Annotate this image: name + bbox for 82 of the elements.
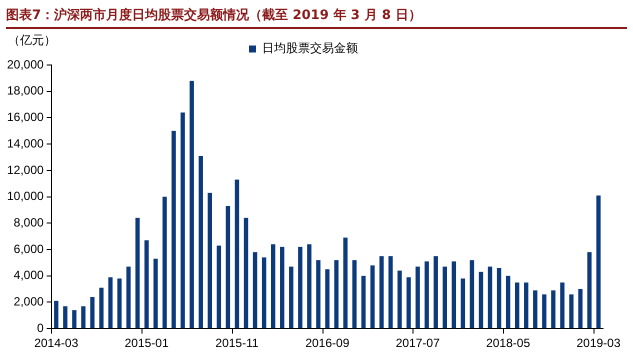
bar bbox=[388, 256, 393, 328]
bar bbox=[416, 266, 420, 328]
bar bbox=[524, 282, 528, 328]
bar bbox=[99, 288, 104, 328]
bar bbox=[596, 195, 601, 328]
bar bbox=[506, 276, 510, 328]
bar bbox=[442, 266, 447, 328]
bar bbox=[162, 196, 167, 328]
bar bbox=[180, 112, 185, 328]
x-tick-label: 2016-09 bbox=[305, 336, 350, 350]
bar bbox=[117, 278, 122, 328]
x-tick-label: 2014-03 bbox=[34, 336, 79, 350]
y-tick-label: 10,000 bbox=[7, 189, 44, 204]
bar bbox=[270, 244, 276, 328]
bar bbox=[379, 256, 384, 328]
x-tick-label: 2015-11 bbox=[215, 336, 259, 350]
bar bbox=[153, 258, 158, 328]
bar bbox=[578, 289, 583, 328]
bar bbox=[63, 306, 68, 328]
bar bbox=[343, 238, 348, 328]
bar bbox=[560, 282, 564, 328]
bar bbox=[496, 268, 502, 328]
bar bbox=[569, 294, 574, 328]
y-tick-label: 16,000 bbox=[7, 110, 44, 124]
bar bbox=[316, 260, 320, 328]
bar bbox=[424, 261, 429, 328]
bar bbox=[470, 260, 474, 328]
bar bbox=[542, 294, 546, 328]
bar bbox=[144, 240, 149, 328]
bar bbox=[452, 261, 456, 328]
y-tick-label: 14,000 bbox=[7, 136, 44, 150]
bar bbox=[289, 266, 294, 328]
y-tick-label: 2,000 bbox=[14, 294, 44, 309]
bar bbox=[307, 244, 312, 328]
bar bbox=[434, 256, 438, 328]
bar bbox=[352, 260, 357, 328]
bar bbox=[226, 206, 230, 328]
bar bbox=[406, 277, 411, 328]
y-tick-label: 18,000 bbox=[7, 84, 44, 98]
bar bbox=[126, 266, 131, 328]
x-tick-label: 2017-07 bbox=[396, 336, 440, 350]
y-tick-label: 20,000 bbox=[7, 57, 44, 72]
bar bbox=[234, 180, 240, 328]
bar bbox=[325, 269, 330, 328]
bar bbox=[108, 277, 113, 328]
x-tick-label: 2019-03 bbox=[576, 336, 621, 350]
bar bbox=[460, 278, 466, 328]
y-tick-label: 4,000 bbox=[14, 268, 44, 282]
bar bbox=[208, 192, 212, 328]
bar bbox=[488, 266, 492, 328]
bar bbox=[216, 246, 222, 328]
bar bbox=[244, 218, 248, 328]
bar bbox=[190, 80, 194, 328]
legend-label: 日均股票交易金额 bbox=[262, 41, 358, 56]
bar bbox=[252, 252, 258, 328]
bar bbox=[262, 257, 266, 328]
bar bbox=[72, 310, 76, 328]
bar bbox=[514, 282, 520, 328]
bar bbox=[398, 270, 402, 328]
chart-title: 图表7：沪深两市月度日均股票交易额情况（截至 2019 年 3 月 8 日） bbox=[6, 4, 627, 29]
bar bbox=[298, 246, 302, 328]
x-tick-label: 2018-05 bbox=[486, 336, 530, 350]
bar bbox=[533, 290, 538, 328]
bar bbox=[551, 290, 556, 328]
bar bbox=[361, 276, 366, 328]
bar bbox=[81, 306, 86, 328]
bar bbox=[370, 265, 375, 328]
y-axis-title: （亿元） bbox=[8, 33, 56, 48]
bar bbox=[334, 260, 339, 328]
y-tick-label: 0 bbox=[37, 320, 44, 335]
y-tick-label: 12,000 bbox=[7, 162, 44, 177]
bar bbox=[198, 156, 203, 328]
bar bbox=[54, 300, 58, 328]
bar bbox=[90, 296, 95, 328]
bar bbox=[172, 130, 176, 328]
bar bbox=[135, 218, 140, 328]
x-tick-label: 2015-01 bbox=[124, 336, 169, 350]
y-tick-label: 6,000 bbox=[14, 242, 44, 256]
bar bbox=[587, 252, 592, 328]
bar bbox=[478, 272, 484, 328]
y-tick-label: 8,000 bbox=[14, 215, 44, 230]
bar bbox=[280, 246, 284, 328]
